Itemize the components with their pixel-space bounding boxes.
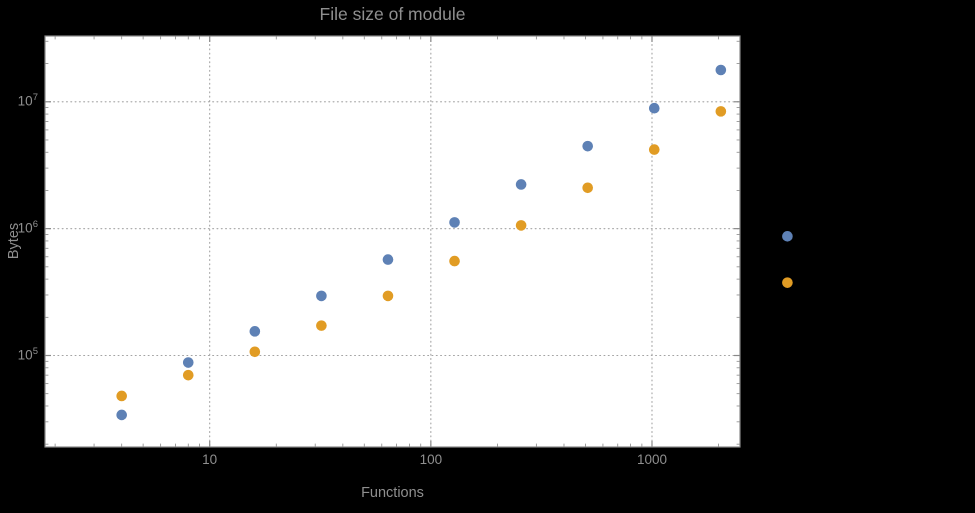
series-orange-point (782, 277, 793, 288)
series-blue-point (582, 140, 594, 152)
series-blue-point (182, 357, 194, 368)
series-blue-point (316, 290, 327, 302)
series-orange-point (316, 320, 327, 331)
series-orange-point (182, 369, 194, 381)
series-orange-point (382, 290, 394, 302)
series-blue-point (116, 409, 127, 421)
series-blue-point (782, 231, 793, 242)
series-orange-point (515, 220, 527, 231)
series-orange-point (582, 182, 594, 194)
series-orange-point (249, 346, 261, 358)
plot-frame (44, 35, 741, 448)
series-blue-point (249, 326, 261, 337)
series-orange-point (449, 255, 460, 267)
y-axis-label: Bytes (6, 222, 22, 260)
series-orange-point (116, 390, 127, 402)
series-blue-point (715, 64, 727, 76)
series-blue-point (382, 254, 394, 265)
chart-title: File size of module (319, 4, 466, 24)
series-blue-point (648, 102, 660, 114)
x-axis-label: Functions (361, 485, 424, 501)
series-orange-point (715, 106, 727, 117)
series-blue-point (515, 179, 527, 190)
plot-background (45, 36, 740, 447)
series-orange-point (648, 144, 660, 155)
series-blue-point (449, 217, 460, 228)
